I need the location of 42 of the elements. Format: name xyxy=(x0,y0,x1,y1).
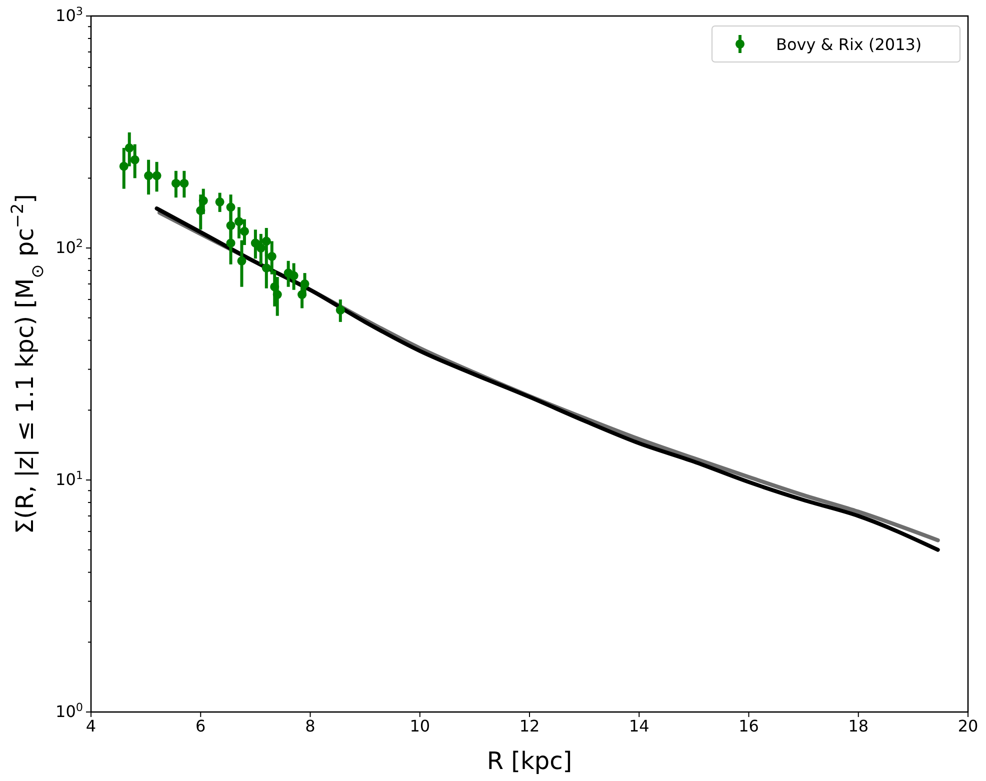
point xyxy=(171,178,180,188)
x-tick-label: 20 xyxy=(958,716,978,736)
point xyxy=(234,217,244,226)
point xyxy=(256,243,266,253)
point xyxy=(119,162,128,171)
point xyxy=(270,282,280,292)
point xyxy=(272,290,282,300)
point xyxy=(298,290,307,300)
x-axis-title: R [kpc] xyxy=(486,747,572,775)
y-tick-label: 10$^{3}$ xyxy=(56,4,83,26)
point xyxy=(124,143,134,152)
point xyxy=(262,236,271,246)
point xyxy=(180,178,189,188)
point xyxy=(144,171,154,180)
point xyxy=(336,306,345,315)
point xyxy=(152,171,162,180)
point xyxy=(130,155,140,164)
point xyxy=(300,279,310,288)
y-tick-label: 10$^{2}$ xyxy=(56,236,83,258)
legend-label: Bovy & Rix (2013) xyxy=(776,35,922,54)
point xyxy=(237,256,246,266)
point xyxy=(226,238,236,248)
point xyxy=(289,271,298,280)
x-tick-label: 4 xyxy=(86,716,96,736)
y-tick-label: 10$^{0}$ xyxy=(56,700,83,722)
x-tick-label: 18 xyxy=(848,716,869,736)
point xyxy=(198,196,208,206)
x-tick-label: 6 xyxy=(196,716,206,736)
point xyxy=(267,252,276,261)
x-tick-label: 14 xyxy=(628,716,650,736)
point xyxy=(262,263,271,272)
point xyxy=(226,202,236,212)
x-tick-label: 16 xyxy=(738,716,759,736)
point xyxy=(240,226,249,236)
point xyxy=(250,238,260,248)
point xyxy=(215,197,224,206)
point xyxy=(196,206,206,216)
y-tick-label: 10$^{1}$ xyxy=(56,468,83,490)
point xyxy=(226,221,236,230)
x-tick-label: 8 xyxy=(305,716,316,736)
x-tick-label: 10 xyxy=(410,716,430,736)
x-tick-label: 12 xyxy=(519,716,540,736)
